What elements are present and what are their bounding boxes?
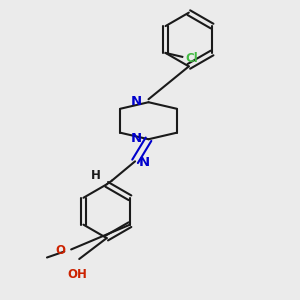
Text: OH: OH	[67, 268, 87, 281]
Text: N: N	[131, 132, 142, 145]
Text: N: N	[131, 95, 142, 108]
Text: Cl: Cl	[186, 52, 199, 65]
Text: O: O	[56, 244, 66, 257]
Text: H: H	[91, 169, 101, 182]
Text: N: N	[139, 156, 150, 169]
